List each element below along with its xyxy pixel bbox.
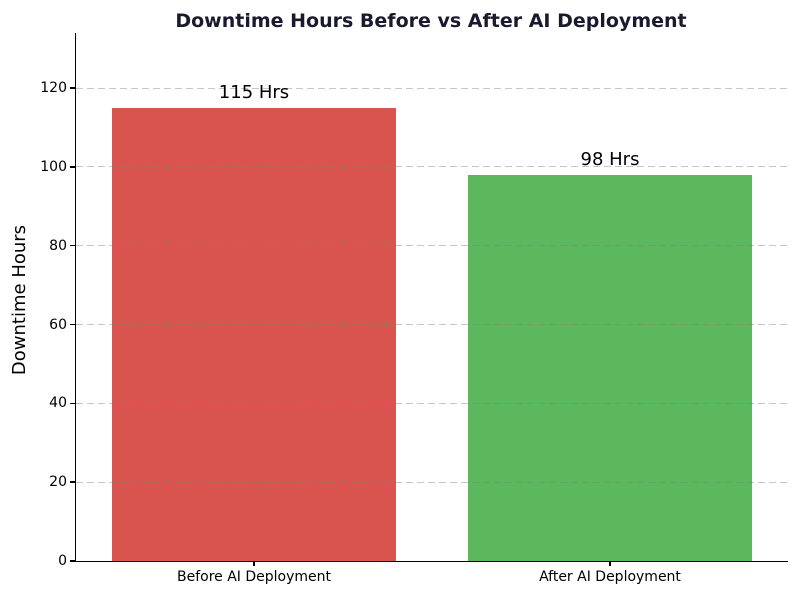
y-axis-tick	[70, 481, 75, 483]
x-axis-tick	[253, 561, 255, 566]
gridline-y-80	[76, 245, 788, 247]
gridline-y-120	[76, 87, 788, 89]
y-tick-label: 0	[58, 553, 67, 569]
x-axis-tick	[609, 561, 611, 566]
bar-before-ai-deployment	[111, 107, 397, 561]
y-axis-tick	[70, 560, 75, 562]
y-tick-label: 100	[40, 158, 67, 175]
plot-area: 0 20 40 60 80 100 120 Before AI Deployment After…	[40, 33, 788, 585]
x-tick-label-after-ai-deployment: After AI Deployment	[539, 569, 681, 585]
y-axis-tick	[70, 402, 75, 405]
bar-after-ai-deployment	[467, 174, 753, 561]
gridline-y-40	[76, 402, 788, 404]
y-axis-tick	[70, 166, 75, 168]
bar-value-label-before-ai-deployment: 115 Hrs	[218, 81, 290, 103]
y-axis-tick	[70, 87, 75, 89]
bar-value-label-after-ai-deployment: 98 Hrs	[580, 148, 640, 170]
y-tick-label: 120	[40, 80, 67, 97]
chart-title: Downtime Hours Before vs After AI Deploy…	[175, 10, 687, 32]
y-tick-label: 40	[49, 395, 67, 412]
x-tick-label-before-ai-deployment: Before AI Deployment	[176, 569, 331, 585]
gridline-y-20	[76, 481, 788, 483]
y-axis-tick	[70, 245, 75, 247]
y-tick-label: 60	[49, 316, 67, 333]
y-tick-label: 80	[49, 237, 67, 254]
y-tick-label: 20	[49, 474, 67, 491]
gridline-y-100	[76, 166, 788, 168]
y-axis-tick	[70, 323, 75, 326]
gridline-y-60	[76, 324, 788, 326]
